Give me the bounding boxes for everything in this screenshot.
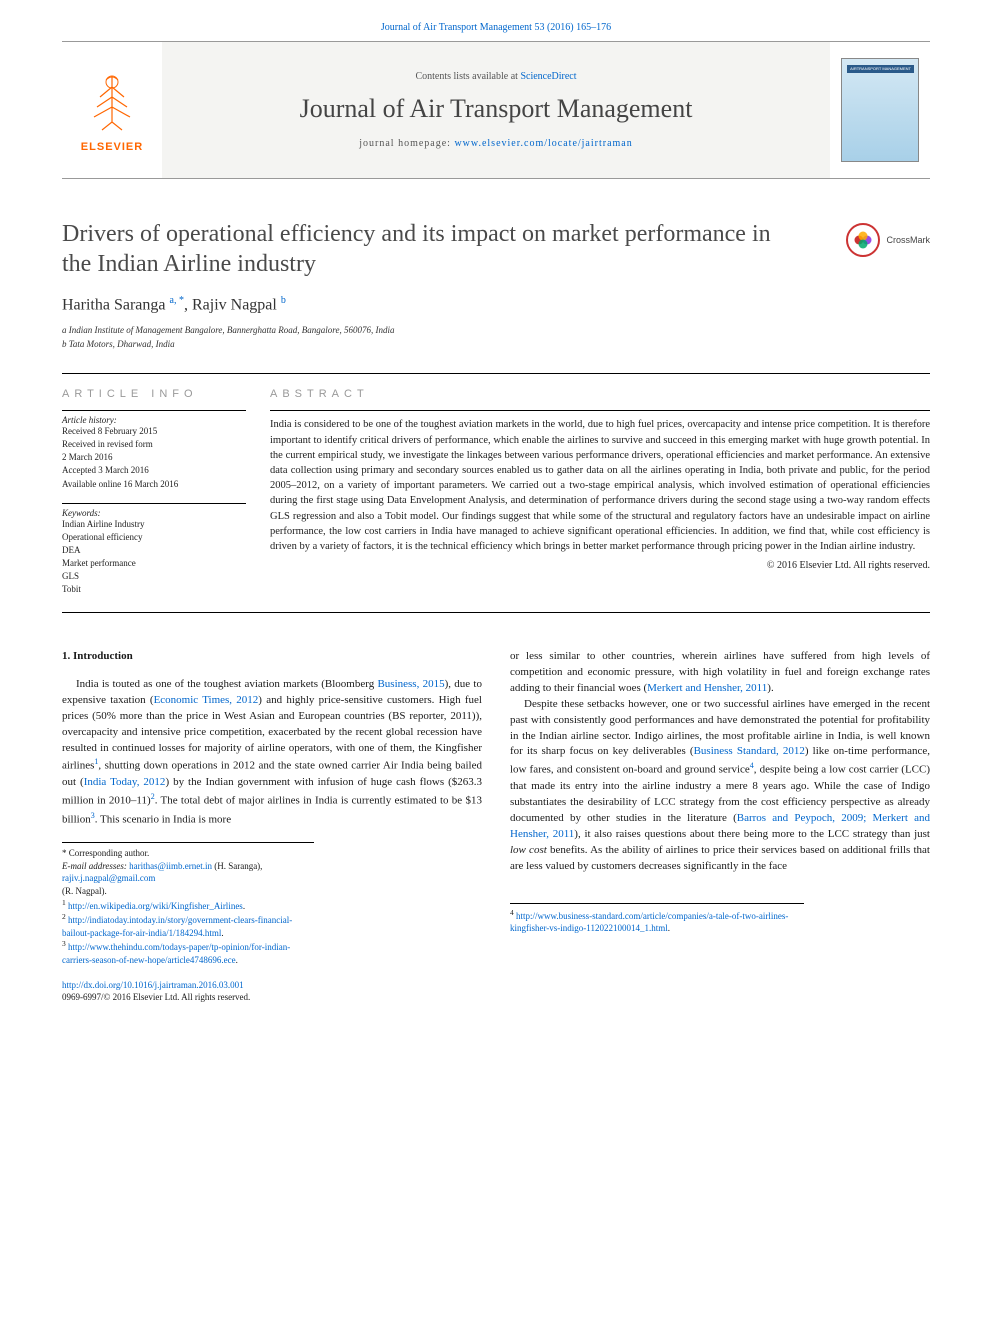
contents-prefix: Contents lists available at <box>415 71 520 82</box>
intro-paragraph-2: Despite these setbacks however, one or t… <box>510 697 930 875</box>
footnote-3-num: 3 <box>62 939 66 948</box>
text-run: . This scenario in India is more <box>95 813 231 825</box>
homepage-prefix: journal homepage: <box>359 138 454 149</box>
journal-cover-thumbnail: AIRTRANSPORT MANAGEMENT <box>841 58 919 162</box>
cite-economic-times[interactable]: Economic Times, 2012 <box>154 694 259 706</box>
footnote-1-link[interactable]: http://en.wikipedia.org/wiki/Kingfisher_… <box>68 901 243 911</box>
intro-paragraph-1-cont: or less similar to other countries, wher… <box>510 649 930 697</box>
sciencedirect-link[interactable]: ScienceDirect <box>520 71 576 82</box>
history-line: Accepted 3 March 2016 <box>62 464 246 477</box>
text-run: ). <box>767 682 773 694</box>
left-column: 1. Introduction India is touted as one o… <box>62 649 482 967</box>
affiliation-a: a Indian Institute of Management Bangalo… <box>62 324 930 338</box>
article-info-head: ARTICLE INFO <box>62 388 246 400</box>
keyword: Tobit <box>62 583 246 596</box>
article-header: CrossMark Drivers of operational efficie… <box>62 219 930 351</box>
keyword: GLS <box>62 570 246 583</box>
contents-available-line: Contents lists available at ScienceDirec… <box>162 71 830 82</box>
footnote-4: 4 http://www.business-standard.com/artic… <box>510 908 804 935</box>
journal-title: Journal of Air Transport Management <box>162 94 830 124</box>
left-footnotes: * Corresponding author. E-mail addresses… <box>62 842 314 966</box>
right-column: or less similar to other countries, wher… <box>510 649 930 967</box>
affiliations: a Indian Institute of Management Bangalo… <box>62 324 930 351</box>
footnote-2-link[interactable]: http://indiatoday.intoday.in/story/gover… <box>62 915 292 938</box>
author-2: Rajiv Nagpal <box>192 296 281 313</box>
history-line: Available online 16 March 2016 <box>62 478 246 491</box>
footnote-2-num: 2 <box>62 912 66 921</box>
intro-paragraph-1: India is touted as one of the toughest a… <box>62 677 482 828</box>
author-1-affil-marker: a, * <box>170 295 184 306</box>
keyword: DEA <box>62 544 246 557</box>
page-footer: http://dx.doi.org/10.1016/j.jairtraman.2… <box>62 979 930 1003</box>
article-history-label: Article history: <box>62 410 246 425</box>
text-run: India is touted as one of the toughest a… <box>76 678 377 690</box>
text-run: ), it also raises questions about there … <box>574 828 930 840</box>
crossmark-label: CrossMark <box>886 235 930 245</box>
italic-low-cost: low cost <box>510 844 547 856</box>
cite-business-standard[interactable]: Business Standard, 2012 <box>694 745 805 757</box>
article-info-col: ARTICLE INFO Article history: Received 8… <box>62 388 246 596</box>
body-columns: 1. Introduction India is touted as one o… <box>62 649 930 967</box>
abstract-text: India is considered to be one of the tou… <box>270 410 930 554</box>
history-line: Received 8 February 2015 <box>62 425 246 438</box>
email-1[interactable]: harithas@iimb.ernet.in <box>129 861 212 871</box>
history-line: 2 March 2016 <box>62 451 246 464</box>
cover-label: AIRTRANSPORT MANAGEMENT <box>847 65 914 73</box>
keyword: Indian Airline Industry <box>62 518 246 531</box>
email-addresses-line: E-mail addresses: harithas@iimb.ernet.in… <box>62 860 314 885</box>
masthead-center: Contents lists available at ScienceDirec… <box>162 42 830 178</box>
info-abstract-row: ARTICLE INFO Article history: Received 8… <box>62 373 930 613</box>
journal-homepage-link[interactable]: www.elsevier.com/locate/jairtraman <box>454 138 632 149</box>
elsevier-tree-icon <box>77 67 147 137</box>
email-label: E-mail addresses: <box>62 861 129 871</box>
text-run: benefits. As the ability of airlines to … <box>510 844 930 872</box>
footnote-1-num: 1 <box>62 898 66 907</box>
history-line: Received in revised form <box>62 438 246 451</box>
journal-masthead: ELSEVIER Contents lists available at Sci… <box>62 41 930 179</box>
journal-cover[interactable]: AIRTRANSPORT MANAGEMENT <box>830 42 930 178</box>
journal-homepage-line: journal homepage: www.elsevier.com/locat… <box>162 138 830 149</box>
crossmark-icon <box>846 223 880 257</box>
author-separator: , <box>184 296 192 313</box>
footnote-1: 1 http://en.wikipedia.org/wiki/Kingfishe… <box>62 898 314 913</box>
author-2-affil-marker: b <box>281 295 286 306</box>
crossmark-badge[interactable]: CrossMark <box>846 223 930 257</box>
article-title: Drivers of operational efficiency and it… <box>62 219 782 279</box>
article-history: Received 8 February 2015 Received in rev… <box>62 425 246 490</box>
cite-india-today[interactable]: India Today, 2012 <box>84 776 166 788</box>
email-1-who: (H. Saranga), <box>212 861 262 871</box>
abstract-head: ABSTRACT <box>270 388 930 400</box>
corresponding-author-note: * Corresponding author. <box>62 847 314 860</box>
cite-bloomberg[interactable]: Business, 2015 <box>377 678 444 690</box>
affiliation-b: b Tata Motors, Dharwad, India <box>62 338 930 352</box>
footnote-3-link[interactable]: http://www.thehindu.com/todays-paper/tp-… <box>62 942 290 965</box>
author-1: Haritha Saranga <box>62 296 170 313</box>
abstract-copyright: © 2016 Elsevier Ltd. All rights reserved… <box>270 560 930 571</box>
keywords-label: Keywords: <box>62 503 246 518</box>
footnote-2: 2 http://indiatoday.intoday.in/story/gov… <box>62 912 314 939</box>
footnote-3: 3 http://www.thehindu.com/todays-paper/t… <box>62 939 314 966</box>
elsevier-wordmark: ELSEVIER <box>81 141 143 153</box>
header-citation: Journal of Air Transport Management 53 (… <box>0 0 992 41</box>
email-2-who: (R. Nagpal). <box>62 885 314 898</box>
right-footnotes: 4 http://www.business-standard.com/artic… <box>510 903 804 935</box>
cite-merkert-hensher[interactable]: Merkert and Hensher, 2011 <box>647 682 767 694</box>
footnote-4-num: 4 <box>510 908 514 917</box>
keyword: Operational efficiency <box>62 531 246 544</box>
section-1-head: 1. Introduction <box>62 649 482 665</box>
elsevier-logo[interactable]: ELSEVIER <box>62 42 162 178</box>
keywords-list: Indian Airline Industry Operational effi… <box>62 518 246 596</box>
doi-link[interactable]: http://dx.doi.org/10.1016/j.jairtraman.2… <box>62 980 244 990</box>
footnote-4-link[interactable]: http://www.business-standard.com/article… <box>510 911 788 934</box>
authors-line: Haritha Saranga a, *, Rajiv Nagpal b <box>62 295 930 314</box>
issn-copyright: 0969-6997/© 2016 Elsevier Ltd. All right… <box>62 991 930 1003</box>
email-2[interactable]: rajiv.j.nagpal@gmail.com <box>62 873 155 883</box>
keyword: Market performance <box>62 557 246 570</box>
header-citation-link[interactable]: Journal of Air Transport Management 53 (… <box>381 22 611 33</box>
abstract-col: ABSTRACT India is considered to be one o… <box>270 388 930 596</box>
